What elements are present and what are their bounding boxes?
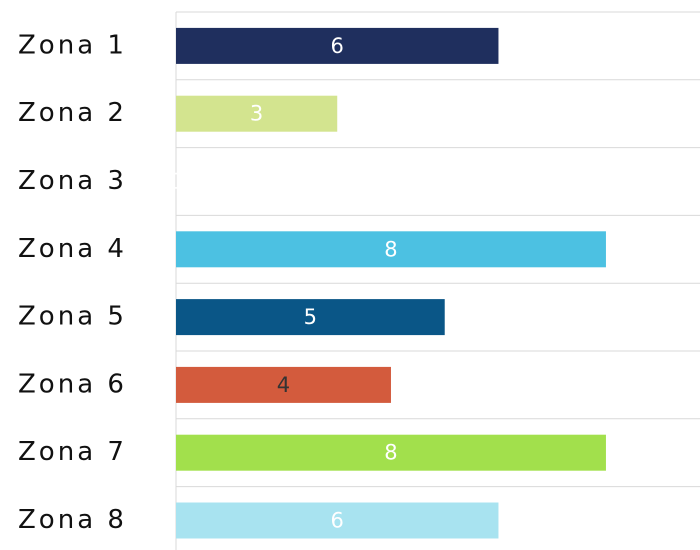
value-label: 5 bbox=[304, 305, 317, 329]
category-label: Zona 3 bbox=[18, 166, 127, 196]
bar bbox=[176, 27, 499, 64]
bar bbox=[176, 366, 391, 403]
category-label: Zona 4 bbox=[18, 234, 127, 264]
bar bbox=[176, 502, 499, 539]
value-label: 4 bbox=[277, 373, 290, 397]
category-label: Zona 8 bbox=[18, 505, 127, 535]
value-label: 6 bbox=[331, 509, 344, 533]
category-label: Zona 1 bbox=[18, 30, 127, 60]
value-label: 0 bbox=[169, 170, 182, 194]
bar bbox=[176, 434, 606, 471]
bar bbox=[176, 299, 445, 336]
value-label: 6 bbox=[331, 34, 344, 58]
bar bbox=[176, 231, 606, 268]
value-label: 8 bbox=[384, 237, 397, 261]
value-label: 3 bbox=[250, 102, 263, 126]
bar bbox=[176, 95, 338, 132]
category-label: Zona 7 bbox=[18, 437, 127, 467]
category-label: Zona 2 bbox=[18, 98, 127, 128]
value-label: 8 bbox=[384, 441, 397, 465]
category-label: Zona 5 bbox=[18, 302, 127, 332]
category-label: Zona 6 bbox=[18, 369, 127, 399]
